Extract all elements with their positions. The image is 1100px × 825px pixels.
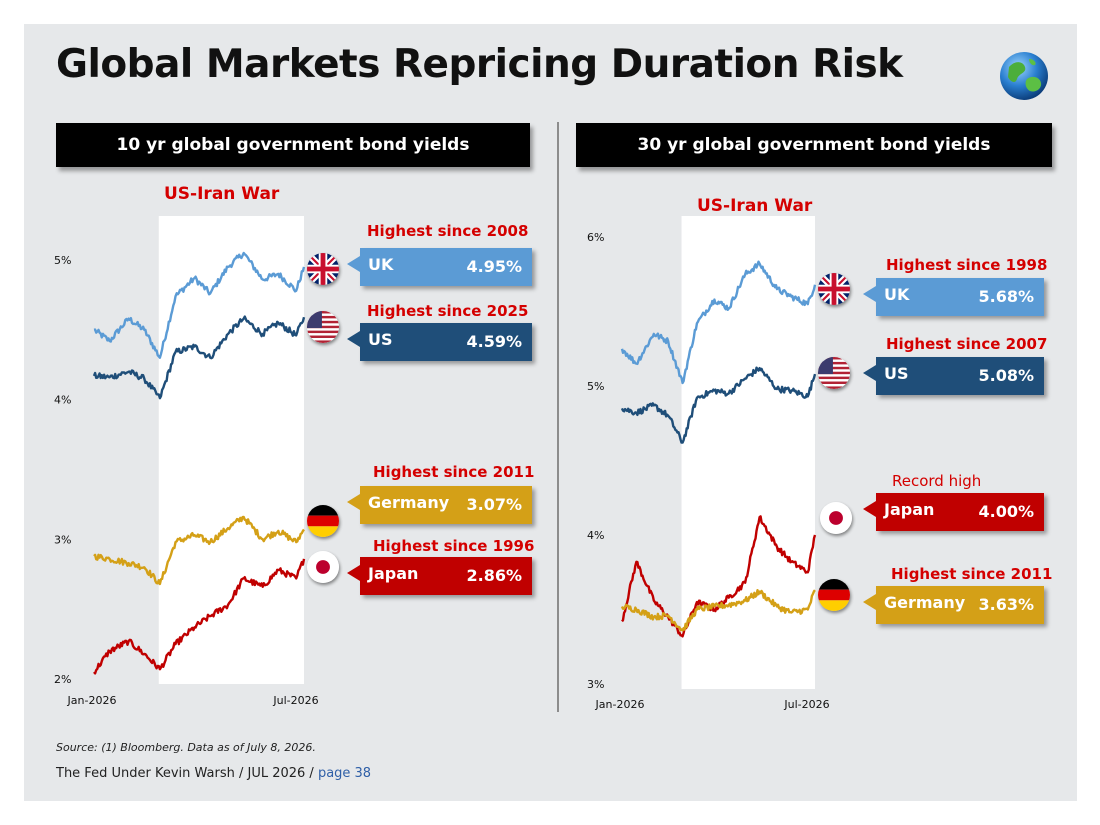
annotation-us-10yr: Highest since 2025 [367, 302, 529, 320]
series-line-germany [620, 589, 816, 632]
callout-us-30yr: US 5.08% [863, 357, 1044, 395]
x-tick-label: Jan-2026 [67, 694, 117, 707]
war-label-10yr: US-Iran War [164, 184, 280, 204]
x-tick-label: Jan-2026 [595, 698, 645, 711]
us-flag-icon [307, 311, 339, 343]
y-tick-label: 5% [587, 380, 604, 393]
y-tick-label: 4% [54, 394, 71, 407]
annotation-japan-10yr: Highest since 1996 [373, 537, 535, 555]
callout-value: 5.68% [978, 287, 1034, 306]
callout-country: Germany [884, 593, 966, 612]
callout-japan-30yr: Japan 4.00% [863, 493, 1044, 531]
y-tick-label: 3% [54, 533, 71, 546]
callout-value: 2.86% [466, 566, 522, 585]
callout-uk-10yr: UK 4.95% [347, 248, 532, 286]
callout-value: 4.00% [978, 502, 1034, 521]
y-tick-label: 6% [587, 231, 604, 244]
chart-30yr-yields: 3% 4% 5% 6% Jan-2026 Jul-2026 [587, 216, 830, 711]
series-line-uk [93, 251, 306, 359]
x-tick-label: Jul-2026 [272, 694, 318, 707]
series-line-germany [93, 515, 305, 586]
annotation-japan-30yr: Record high [892, 472, 982, 490]
slide: Global Markets Repricing Duration Risk 1… [24, 24, 1077, 801]
series-line-us [92, 315, 306, 400]
callout-value: 5.08% [978, 366, 1034, 385]
callout-japan-10yr: Japan 2.86% [347, 557, 532, 595]
callout-country: UK [884, 285, 910, 304]
callout-us-10yr: US 4.59% [347, 323, 532, 361]
y-tick-label: 3% [587, 678, 604, 691]
annotation-germany-10yr: Highest since 2011 [373, 463, 535, 481]
callout-country: Japan [884, 500, 935, 519]
callout-value: 3.07% [466, 495, 522, 514]
y-tick-label: 4% [587, 529, 604, 542]
uk-flag-icon [307, 253, 339, 285]
japan-flag-icon [307, 551, 339, 583]
callout-uk-30yr: UK 5.68% [863, 278, 1044, 316]
war-shaded-region [158, 216, 304, 684]
callout-country: US [884, 364, 909, 383]
source-note: Source: (1) Bloomberg. Data as of July 8… [56, 741, 316, 754]
callout-country: UK [368, 255, 394, 274]
us-flag-icon [818, 357, 850, 389]
callout-germany-30yr: Germany 3.63% [863, 586, 1044, 624]
chart-10yr-yields: 2% 3% 4% 5% Jan-2026 Jul-2026 [54, 216, 319, 707]
x-tick-label: Jul-2026 [783, 698, 829, 711]
panel-header-10yr: 10 yr global government bond yields [56, 123, 530, 167]
footer-text: The Fed Under Kevin Warsh / JUL 2026 / [56, 766, 318, 781]
annotation-us-30yr: Highest since 2007 [886, 335, 1048, 353]
y-tick-label: 2% [54, 673, 71, 686]
globe-icon [1000, 52, 1048, 100]
annotation-uk-10yr: Highest since 2008 [367, 222, 529, 240]
germany-flag-icon [818, 579, 850, 611]
series-line-japan [93, 558, 306, 675]
callout-value: 4.95% [466, 257, 522, 276]
war-label-30yr: US-Iran War [697, 196, 813, 216]
japan-flag-icon [820, 502, 852, 534]
uk-flag-icon [818, 273, 850, 305]
callout-germany-10yr: Germany 3.07% [347, 486, 532, 524]
callout-value: 3.63% [978, 595, 1034, 614]
series-line-us [620, 366, 817, 444]
callout-country: US [368, 330, 393, 349]
page-number: page 38 [317, 766, 372, 781]
callout-value: 4.59% [466, 332, 522, 351]
page-title: Global Markets Repricing Duration Risk [56, 42, 903, 87]
war-shaded-region [681, 216, 815, 689]
annotation-uk-30yr: Highest since 1998 [886, 256, 1048, 274]
callout-country: Japan [368, 564, 419, 583]
y-tick-label: 5% [54, 254, 71, 267]
series-line-uk [620, 260, 817, 385]
callout-country: Germany [368, 493, 450, 512]
panel-divider [557, 122, 559, 712]
germany-flag-icon [307, 505, 339, 537]
annotation-germany-30yr: Highest since 2011 [891, 565, 1053, 583]
panel-header-30yr: 30 yr global government bond yields [576, 123, 1052, 167]
footer: The Fed Under Kevin Warsh / JUL 2026 / p… [56, 766, 371, 781]
